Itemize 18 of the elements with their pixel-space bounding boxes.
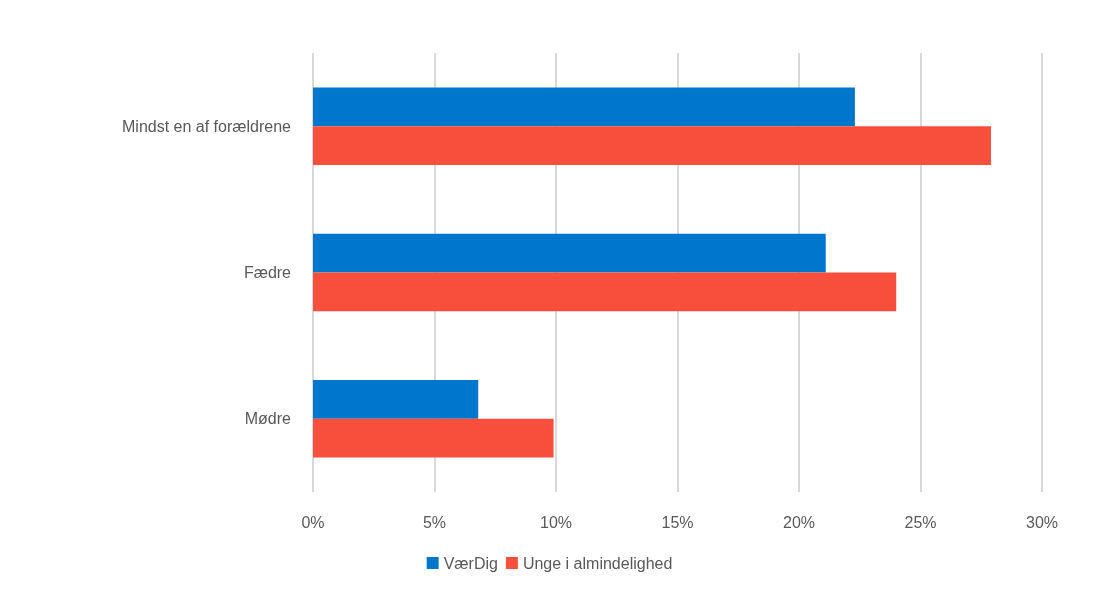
y-tick-label: Mindst en af forældrene	[122, 117, 292, 135]
x-tick-label: 5%	[422, 513, 447, 531]
x-tick-label: 0%	[301, 513, 325, 531]
x-tick-label: 15%	[661, 513, 694, 531]
y-tick-label: Fædre	[243, 264, 292, 281]
bar	[313, 418, 554, 458]
x-tick-label: 25%	[904, 513, 937, 531]
legend-label: Unge i almindelighed	[522, 554, 673, 572]
x-tick-label: 20%	[782, 513, 816, 531]
legend-label: VærDig	[443, 554, 498, 572]
x-tick-label: 10%	[539, 513, 573, 531]
bar	[313, 272, 897, 312]
bar	[313, 233, 826, 273]
y-tick-label: Mødre	[244, 410, 292, 428]
x-tick-label: 30%	[1025, 513, 1059, 531]
bar	[313, 380, 479, 419]
bar	[313, 87, 855, 127]
bar	[313, 126, 991, 165]
